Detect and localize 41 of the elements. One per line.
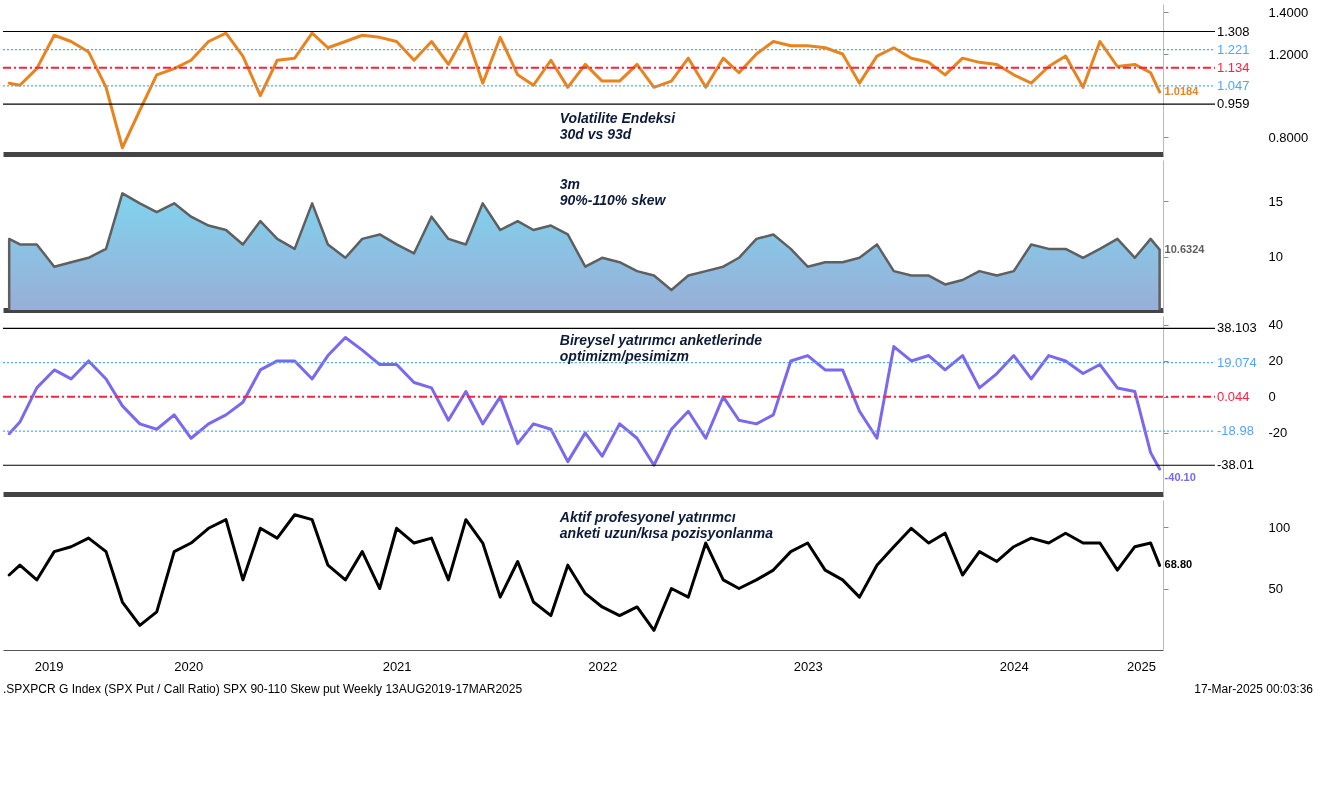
annotation: 10.6324 (1164, 242, 1206, 255)
ref-line-label: -18.98 (1217, 423, 1254, 439)
x-tick-label: 2022 (588, 658, 618, 674)
x-tick-label: 2019 (34, 658, 64, 674)
ref-line-label: 1.047 (1217, 77, 1250, 93)
x-tick-label: 2020 (174, 658, 204, 674)
ref-line-label: 1.221 (1217, 41, 1250, 57)
y-tick-label: 100 (1268, 519, 1291, 535)
ref-line-label: 0.959 (1217, 96, 1250, 112)
x-tick-label: 2025 (1127, 658, 1156, 674)
y-tick-label: 50 (1268, 581, 1283, 597)
y-tick-label: 10 (1268, 249, 1283, 265)
text: Bireysel yatırımcı anketlerinde optimizm/pesimizm (559, 331, 763, 364)
x-tick-label: 2024 (999, 658, 1029, 674)
y-tick-label: 1.4000 (1268, 4, 1309, 20)
y-tick-label: 0.8000 (1268, 129, 1309, 145)
annotation: 1.0184 (1164, 84, 1200, 97)
y-tick-label: 40 (1268, 317, 1283, 333)
text: Volatilite Endeksi 30d vs 93d (559, 110, 677, 142)
ref-line-label: 19.074 (1217, 354, 1257, 370)
annotation: -40.10 (1164, 471, 1196, 484)
y-tick-label: -20 (1268, 425, 1288, 441)
x-tick-label: 2023 (793, 658, 823, 674)
ref-line-label: 38.103 (1217, 320, 1257, 336)
line-series (7, 513, 1162, 632)
ref-line-label: 1.308 (1217, 23, 1250, 39)
text: Aktif profesyonel yatırımcı anketi uzun/kısa pozisyonlanma (558, 508, 774, 541)
ref-line-label: 1.134 (1217, 59, 1250, 75)
y-tick-label: 1.2000 (1268, 46, 1309, 62)
annotation: 68.80 (1164, 558, 1193, 571)
line-series (7, 31, 1162, 150)
text: .SPXPCR G Index (SPX Put / Call Ratio) SPX 90-110 Skew put Weekly 13AUG2019-17MAR2025 (3, 682, 523, 696)
y-tick-label: 20 (1268, 353, 1283, 369)
text: 17-Mar-2025 00:03:36 (1194, 682, 1314, 696)
line-series (7, 336, 1162, 471)
y-tick-label: 0 (1268, 389, 1276, 405)
ref-line-label: -38.01 (1217, 457, 1254, 473)
text: 3m 90%-110% skew (559, 176, 667, 208)
x-tick-label: 2021 (382, 658, 412, 674)
ref-line-label: 0.044 (1217, 388, 1250, 404)
y-tick-label: 15 (1268, 193, 1283, 209)
